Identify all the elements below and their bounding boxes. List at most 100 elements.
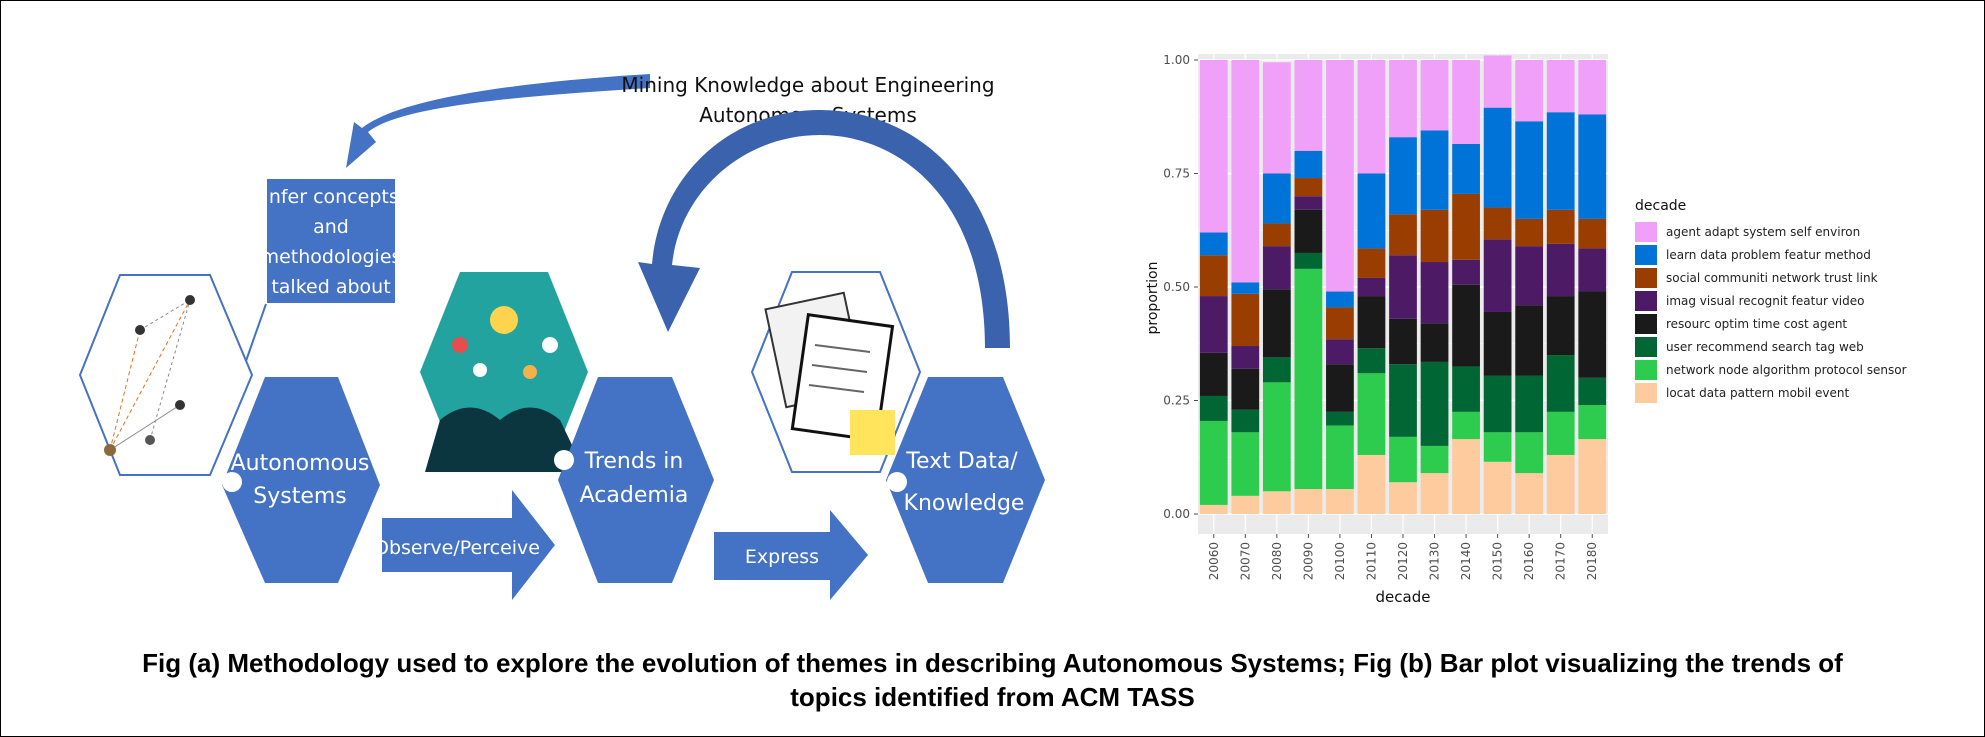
figure-caption: Fig (a) Methodology used to explore the … [20,646,1965,714]
bar-segment [1326,364,1354,412]
bar-segment [1357,454,1386,514]
bar-segment [1326,425,1354,490]
bar-segment [1389,214,1417,256]
bar-segment [1515,218,1544,247]
x-tick-label: 20150 [1491,542,1505,580]
bar-segment [1515,473,1544,514]
express-label: Express [745,546,819,568]
bar-segment [1483,207,1512,240]
legend-label: user recommend search tag web [1666,340,1864,354]
bar-segment [1420,209,1449,263]
bar-segment [1452,259,1480,285]
mining-label-line1: Mining Knowledge about Engineering [621,73,994,97]
bar-segment [1294,252,1323,269]
bar-segment [1420,473,1449,514]
bar-segment [1420,361,1449,446]
y-axis: 0.00 0.25 0.50 0.75 1.00 [1163,53,1198,521]
x-tick-label: 20090 [1301,542,1315,580]
bar-segment [1231,368,1260,410]
legend-label: resourc optim time cost agent [1666,317,1847,331]
x-tick-label: 20160 [1522,542,1536,580]
hex2-label-line2: Academia [580,483,689,508]
bar-segment [1231,409,1260,433]
bar-segment [1389,137,1417,215]
bar-segment [1262,173,1291,224]
bar-segment [1483,432,1512,462]
x-tick-label: 20110 [1364,542,1378,580]
bar-segment [1326,291,1354,308]
legend-label: locat data pattern mobil event [1666,386,1850,400]
bar-segment [1294,60,1323,151]
bar-segment [1326,307,1354,340]
bar-segment [1294,196,1323,210]
bar-segment [1357,348,1386,374]
bar-segment [1452,411,1480,440]
bar-segment [1452,284,1480,367]
bar-segment [1389,255,1417,319]
bar-segment [1546,355,1575,412]
legend-label: learn data problem featur method [1666,248,1871,262]
legend-swatch [1635,383,1657,403]
bar-segment [1452,60,1480,144]
bar-segment [1483,311,1512,376]
legend-swatch [1635,337,1657,357]
bar-segment [1515,121,1544,219]
bar-segment [1231,282,1260,294]
infer-line3: methodologies [261,246,402,268]
bar-segment [1357,296,1386,349]
legend-swatch [1635,268,1657,288]
x-tick-label: 20130 [1428,542,1442,580]
x-axis: 20060 20070 20080 20090 20100 20110 20120 20130… [1207,534,1599,580]
legend-title: decade [1635,198,1686,214]
bar-segment [1578,405,1607,440]
bar-segment [1389,318,1417,365]
bar-segment [1294,268,1323,490]
hex1-label-line1: Autonomous [231,451,370,476]
bar-segment [1262,382,1291,492]
legend-swatch [1635,360,1657,380]
x-tick-label: 20060 [1207,542,1221,580]
hex3-label-line1: Text Data/ [905,449,1018,474]
bar-segment [1515,60,1544,122]
bar-segment [1326,411,1354,426]
bar-segment [1199,420,1228,505]
bar-segment [1546,454,1575,514]
bar-segment [1452,366,1480,412]
hex3-port-circle [887,472,907,492]
bar-segment [1420,60,1449,131]
bar-segment [1420,130,1449,210]
express-arrow [714,510,868,600]
bar-segment [1262,357,1291,383]
infer-concepts-box [265,177,397,305]
mining-curved-arrow [346,74,650,168]
y-axis-title: proportion [1145,262,1161,335]
x-tick-label: 20170 [1554,542,1568,580]
bar-segment [1515,432,1544,474]
legend-swatch [1635,314,1657,334]
bar-segment [1452,143,1480,194]
bar-segment [1231,60,1260,283]
bar-segment [1483,239,1512,312]
caption-line2: topics identified from ACM TASS [790,682,1195,712]
bar-segment [1357,60,1386,174]
bar-segment [1357,277,1386,297]
x-tick-label: 20120 [1396,542,1410,580]
bar-segment [1389,482,1417,514]
bar-segment [1515,305,1544,376]
bar-segment [1546,60,1575,113]
bar-segment [1294,489,1323,514]
bar-segment [1199,352,1228,396]
bar-segment [1420,323,1449,362]
observe-perceive-arrow [382,490,555,600]
methodology-diagram: Mining Knowledge about Engineering Auton… [78,73,1045,600]
caption-line1: Fig (a) Methodology used to explore the … [142,648,1843,678]
x-tick-label: 20100 [1333,542,1347,580]
bar-segment [1231,432,1260,496]
bar-segment [1578,248,1607,292]
y-tick-label: 0.75 [1163,167,1190,181]
bar-segment [1578,60,1607,115]
bar-segment [1231,346,1260,369]
topic-trends-bar-chart: 0.00 0.25 0.50 0.75 1.00 20060 20070 20080 2009… [1145,53,1907,606]
feedback-arc-arrow [638,110,1010,348]
bar-segment [1578,377,1607,406]
